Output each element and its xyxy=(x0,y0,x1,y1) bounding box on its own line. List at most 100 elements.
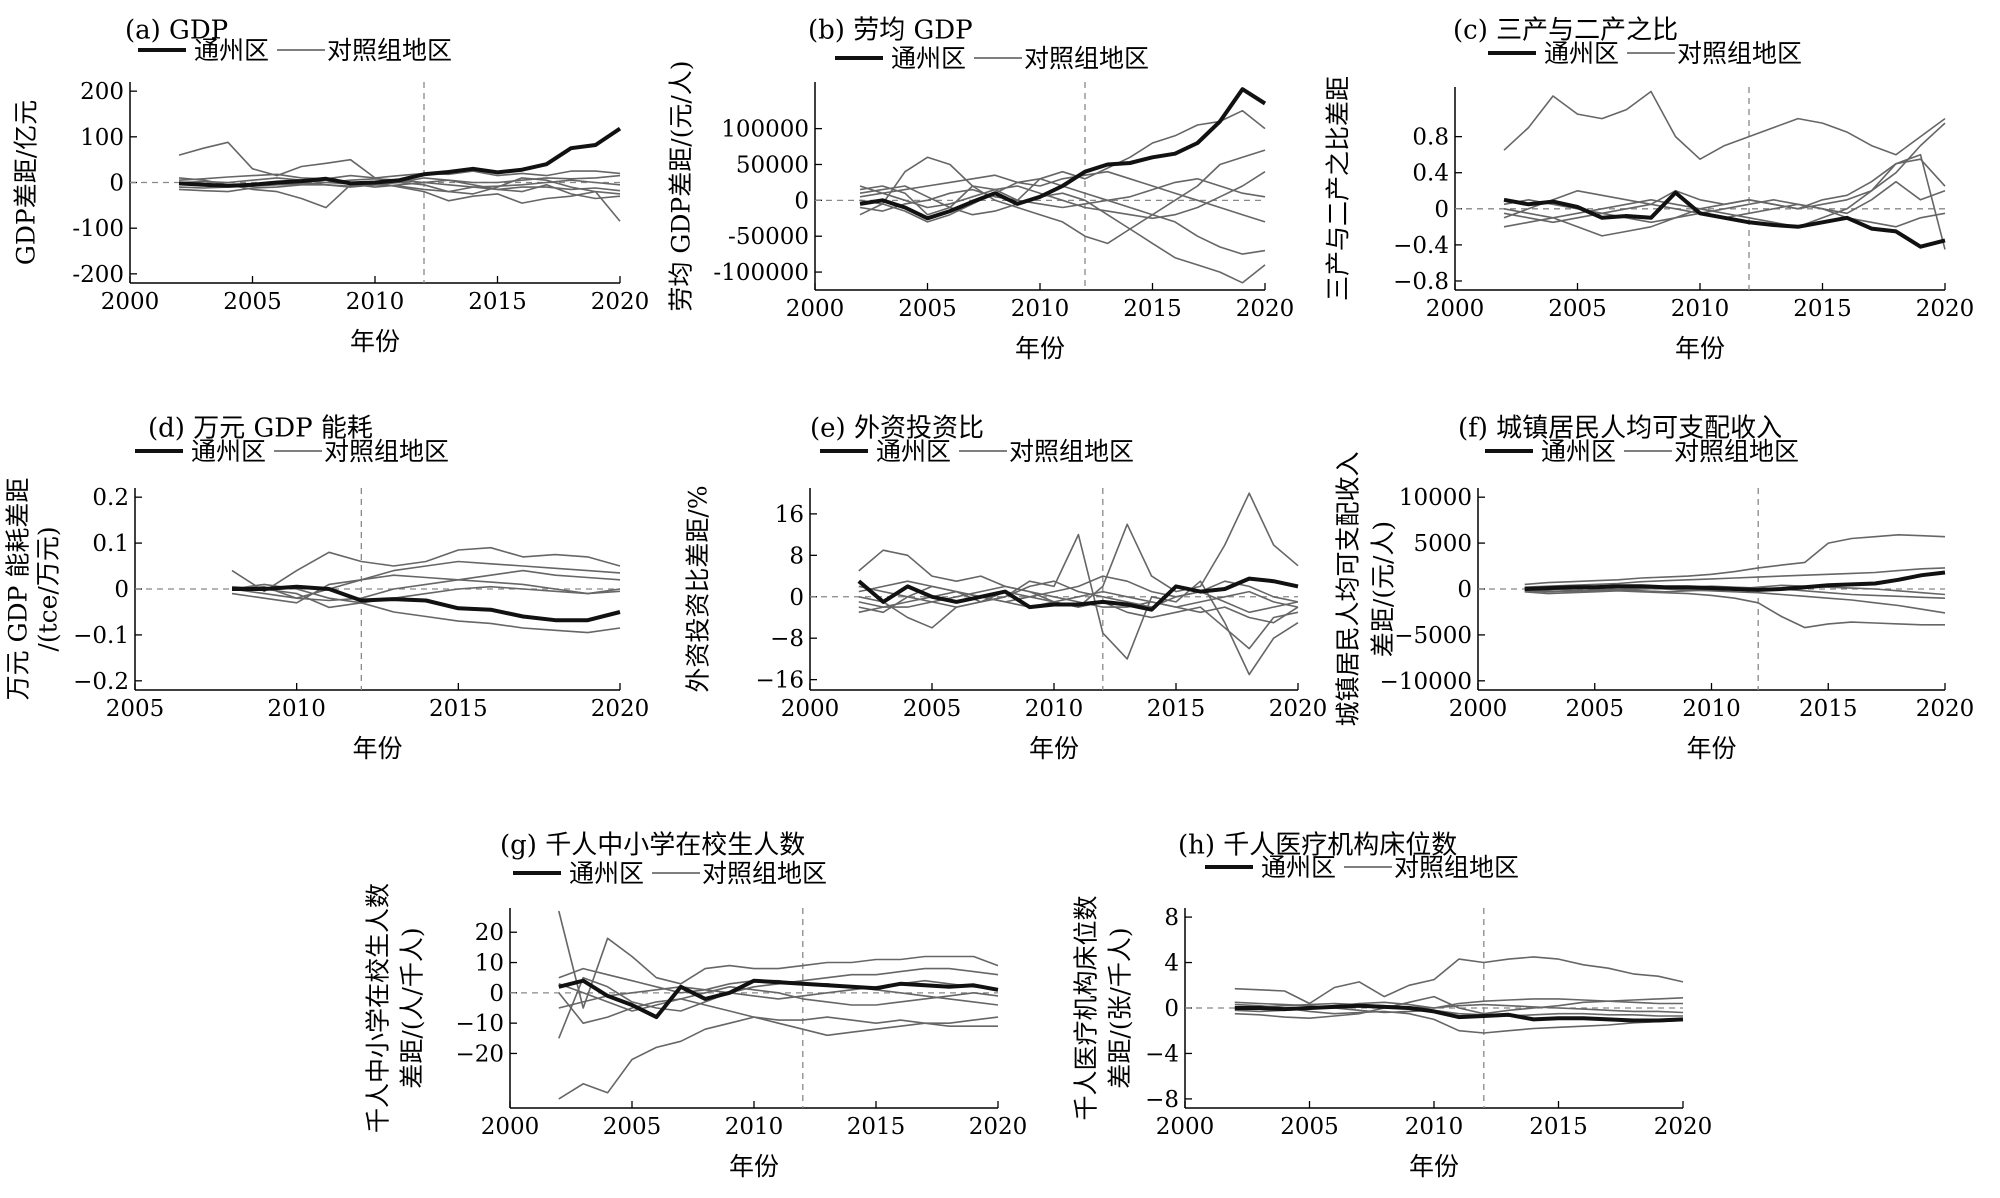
series-line-control xyxy=(1503,90,1946,160)
y-tick-label: −4 xyxy=(1145,1041,1179,1067)
y-tick-label: 100 xyxy=(80,125,124,151)
series-line-control xyxy=(558,910,999,1009)
x-axis-label: 年份 xyxy=(729,1152,779,1181)
chart-title: (d) 万元 GDP 能耗 xyxy=(148,413,373,443)
x-tick-label: 2020 xyxy=(1916,296,1975,322)
x-tick-label: 2005 xyxy=(1565,696,1624,722)
legend-label-treated: 通州区 xyxy=(876,437,951,466)
legend-label-treated: 通州区 xyxy=(1544,39,1619,68)
x-tick-label: 2015 xyxy=(1147,696,1206,722)
y-axis-label: GDP差距/亿元 xyxy=(12,100,41,265)
y-tick-label: -200 xyxy=(72,262,124,288)
series-line-control xyxy=(859,170,1266,223)
y-tick-label: 0.2 xyxy=(92,485,129,511)
y-axis-label: 劳均 GDP差距/(元/人) xyxy=(667,60,696,311)
x-tick-label: 2005 xyxy=(1280,1114,1339,1140)
series-line-control xyxy=(231,546,621,593)
series-line-control xyxy=(558,1016,998,1100)
series-line-treated xyxy=(859,87,1267,221)
x-tick-label: 2000 xyxy=(1426,296,1485,322)
x-tick-label: 2020 xyxy=(591,289,650,315)
y-tick-label: 0 xyxy=(1164,996,1179,1022)
series-line-control xyxy=(178,174,621,188)
legend-label-treated: 通州区 xyxy=(1541,437,1616,466)
y-tick-label: 8 xyxy=(1164,905,1179,931)
series-line-control xyxy=(178,177,621,209)
y-axis-label: 外资投资比差距/% xyxy=(684,485,713,692)
y-tick-label: 100000 xyxy=(721,117,809,143)
series-line-control xyxy=(231,569,621,604)
series-line-control xyxy=(1503,153,1946,250)
x-tick-label: 2020 xyxy=(1269,696,1328,722)
series-line-treated xyxy=(1524,570,1946,592)
x-tick-label: 2000 xyxy=(786,296,845,322)
chart-title: (h) 千人医疗机构床位数 xyxy=(1178,830,1457,860)
x-axis-label: 年份 xyxy=(352,734,402,763)
y-tick-label: -100 xyxy=(72,216,124,242)
x-tick-label: 2020 xyxy=(1654,1114,1713,1140)
series-line-control xyxy=(859,185,1266,284)
series-line-treated xyxy=(857,576,1299,612)
series-line-control xyxy=(1524,567,1946,588)
series-line-control xyxy=(558,983,999,1012)
y-tick-label: −0.1 xyxy=(73,623,129,649)
legend-label-treated: 通州区 xyxy=(1261,853,1336,882)
y-tick-label: 0 xyxy=(109,171,124,197)
legend-label-control: 对照组地区 xyxy=(1394,853,1519,882)
x-tick-label: 2020 xyxy=(1236,296,1295,322)
chart-title: (c) 三产与二产之比 xyxy=(1453,15,1678,45)
series-line-control xyxy=(558,979,999,1009)
x-tick-label: 2000 xyxy=(1449,696,1508,722)
y-tick-label: 0.1 xyxy=(92,531,129,557)
series-line-control xyxy=(859,171,1266,220)
x-tick-label: 2015 xyxy=(1529,1114,1588,1140)
y-tick-label: −0.8 xyxy=(1393,269,1449,295)
x-tick-label: 2020 xyxy=(591,696,650,722)
x-tick-label: 2005 xyxy=(898,296,957,322)
x-axis-label: 年份 xyxy=(1409,1152,1459,1181)
legend-label-treated: 通州区 xyxy=(194,36,269,65)
series-line-treated xyxy=(558,978,999,1020)
series-line-control xyxy=(1524,533,1946,586)
y-tick-label: 16 xyxy=(775,502,804,528)
legend-label-treated: 通州区 xyxy=(191,437,266,466)
legend-label-control: 对照组地区 xyxy=(1674,437,1799,466)
y-tick-label: 0 xyxy=(1457,577,1472,603)
series-line-treated xyxy=(232,584,621,623)
y-tick-label: −0.4 xyxy=(1393,233,1449,259)
x-tick-label: 2000 xyxy=(101,289,160,315)
y-tick-label: 50000 xyxy=(736,152,809,178)
y-tick-label: −0.2 xyxy=(73,669,129,695)
x-tick-label: 2010 xyxy=(267,696,326,722)
series-line-control xyxy=(1524,587,1946,614)
series-line-control xyxy=(858,580,1299,614)
legend-label-control: 对照组地区 xyxy=(702,859,827,888)
y-axis-label: 城镇居民人均可支配收入 xyxy=(1334,451,1363,726)
y-tick-label: 0.4 xyxy=(1412,161,1449,187)
legend-label-treated: 通州区 xyxy=(891,44,966,73)
y-tick-label: −10 xyxy=(455,1011,504,1037)
chart-title: (f) 城镇居民人均可支配收入 xyxy=(1458,413,1782,443)
x-tick-label: 2000 xyxy=(781,696,840,722)
x-tick-label: 2010 xyxy=(1682,696,1741,722)
y-tick-label: 0 xyxy=(1434,197,1449,223)
series-line-control xyxy=(231,585,621,609)
x-tick-label: 2000 xyxy=(1156,1114,1215,1140)
legend-label-control: 对照组地区 xyxy=(327,36,452,65)
chart-title: (b) 劳均 GDP xyxy=(808,15,973,45)
x-tick-label: 2005 xyxy=(903,696,962,722)
y-tick-label: −16 xyxy=(755,668,804,694)
series-line-treated xyxy=(178,126,622,188)
y-axis-label: 万元 GDP 能耗差距 xyxy=(4,478,33,701)
series-line-control xyxy=(178,177,621,193)
x-tick-label: 2015 xyxy=(847,1114,906,1140)
legend-label-control: 对照组地区 xyxy=(1009,437,1134,466)
x-tick-label: 2015 xyxy=(1123,296,1182,322)
y-tick-label: -100000 xyxy=(713,260,809,286)
x-tick-label: 2015 xyxy=(468,289,527,315)
y-tick-label: 4 xyxy=(1164,951,1179,977)
